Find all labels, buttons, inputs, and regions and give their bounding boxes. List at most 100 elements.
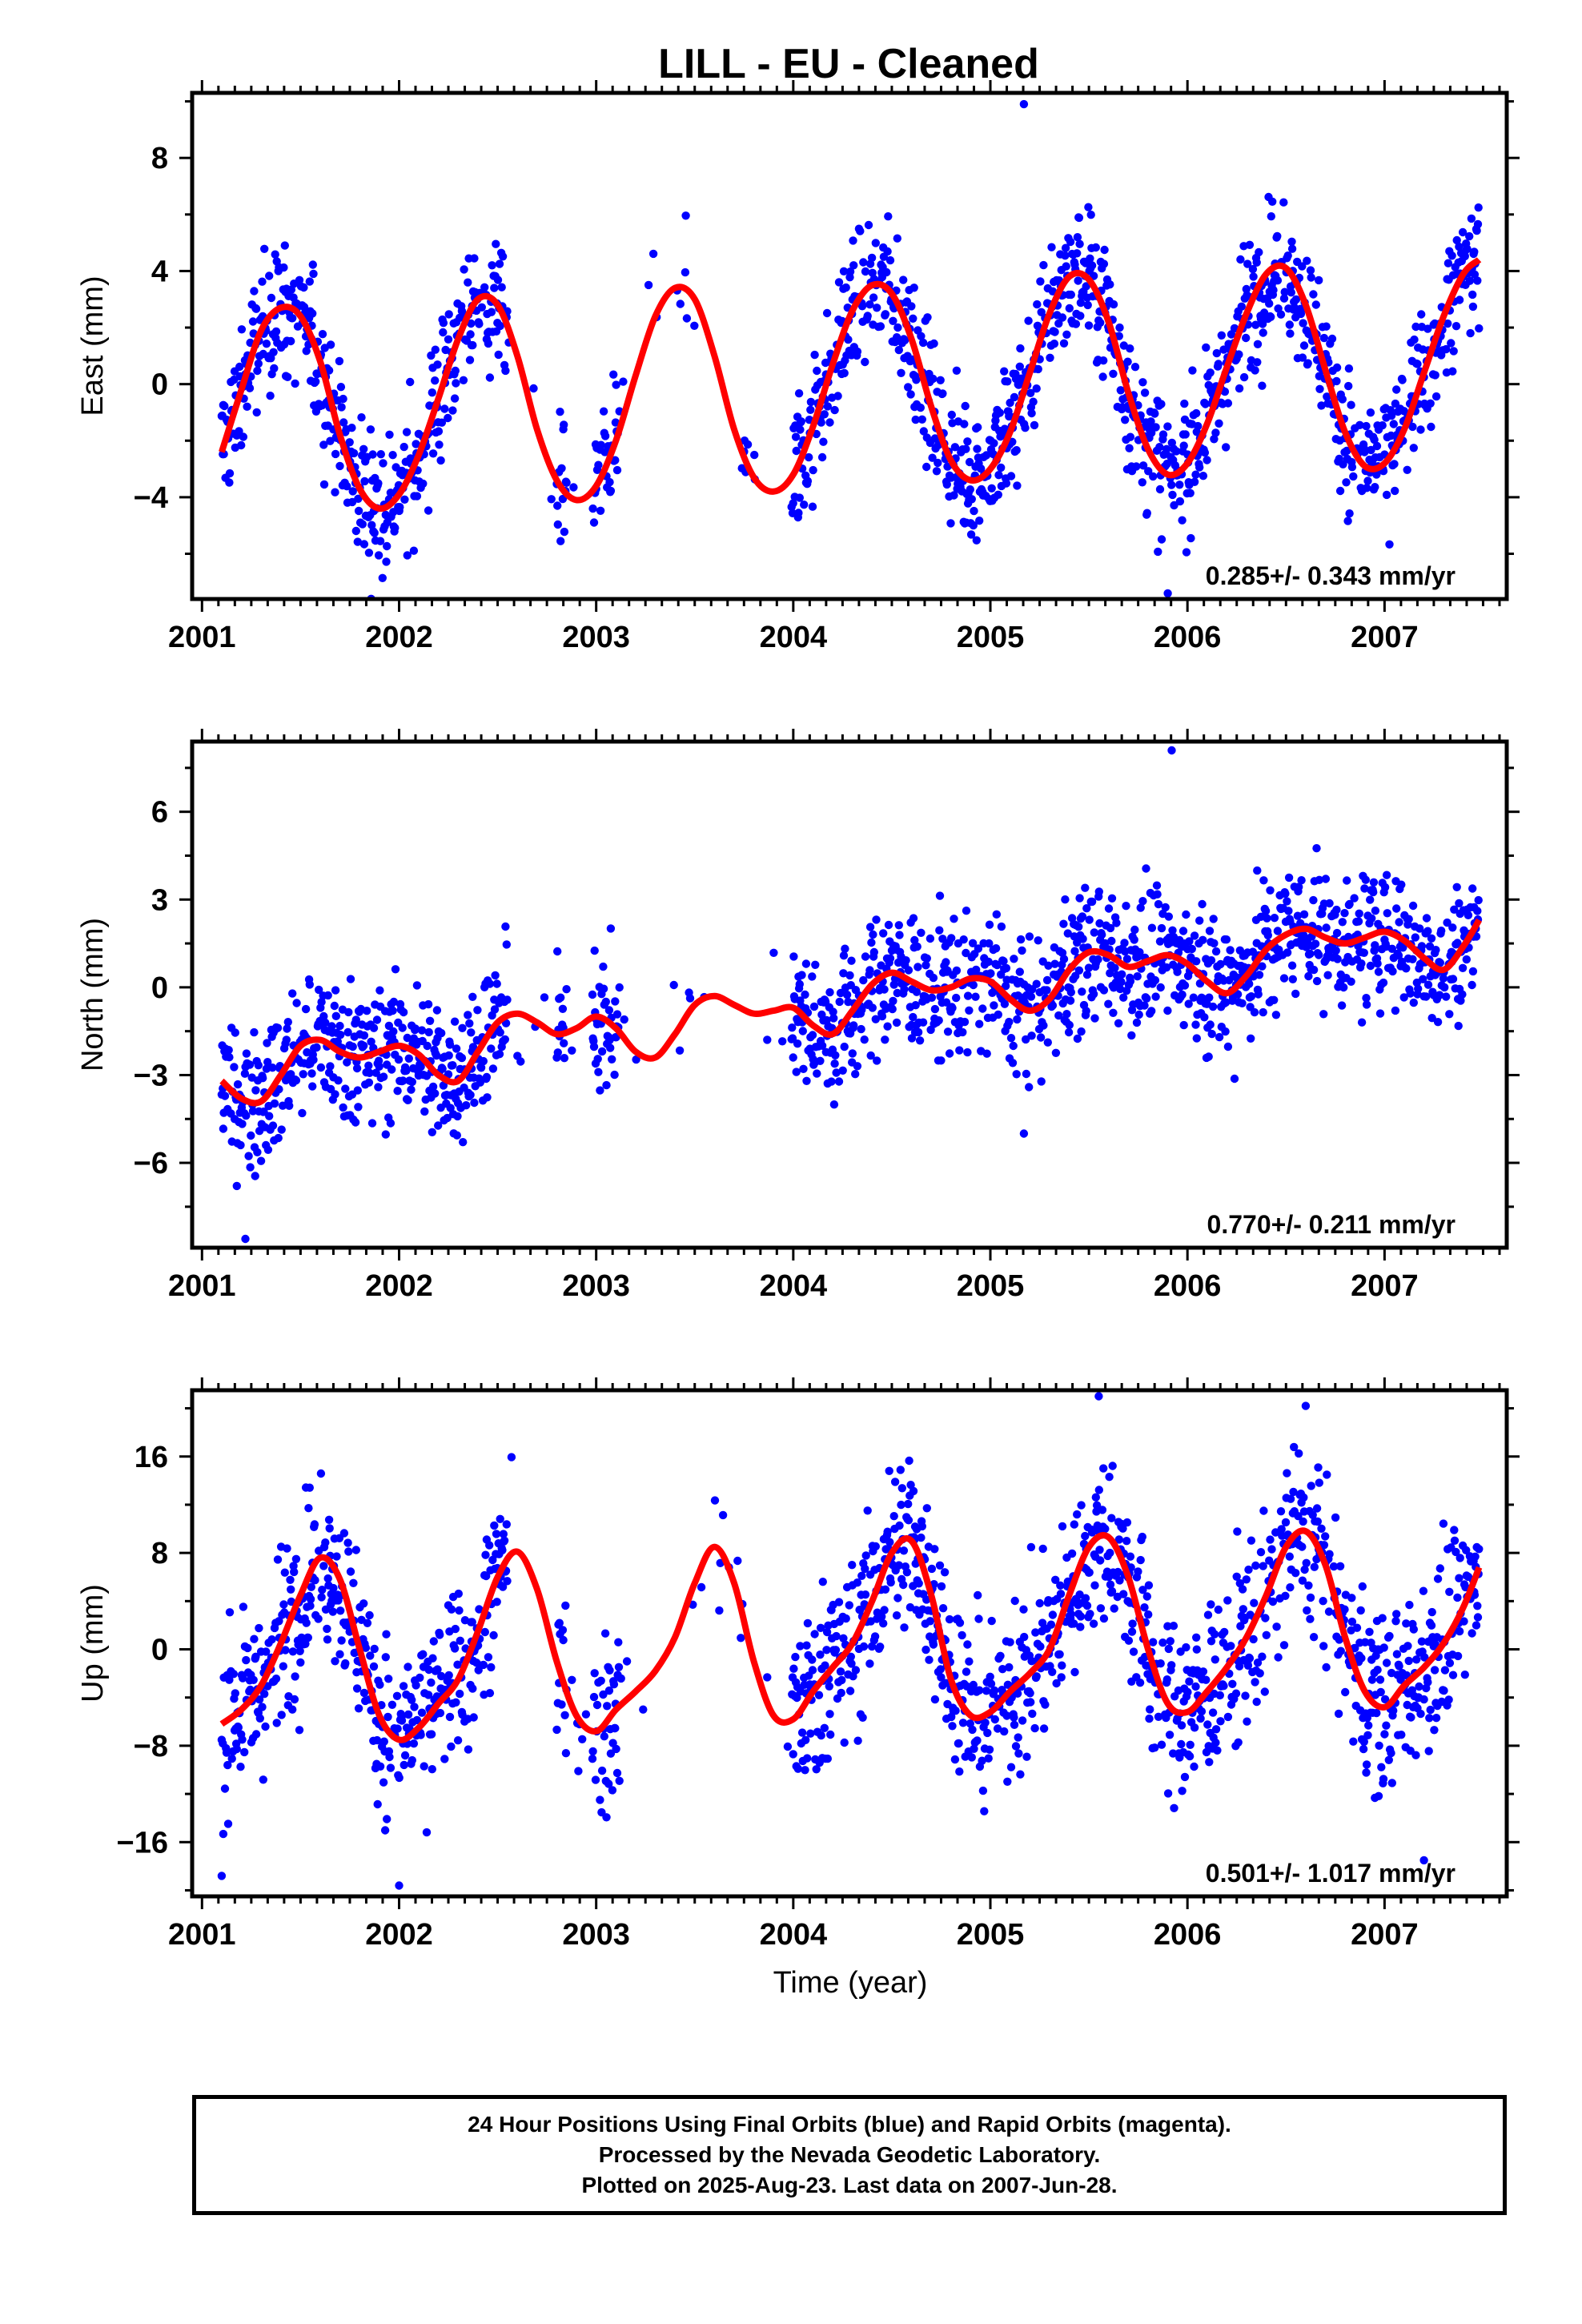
data-point — [909, 283, 918, 292]
data-point — [1000, 367, 1009, 376]
data-point — [1452, 1547, 1460, 1557]
data-point — [899, 275, 908, 284]
data-point — [1407, 1713, 1415, 1722]
data-point — [310, 1520, 319, 1529]
data-point — [1319, 1010, 1328, 1019]
data-point — [1116, 386, 1126, 395]
data-point — [435, 440, 444, 449]
data-point — [387, 1700, 397, 1709]
data-point — [311, 377, 320, 386]
data-point — [825, 1710, 834, 1719]
data-point — [302, 1618, 311, 1627]
data-point — [347, 424, 356, 432]
data-point — [1474, 203, 1483, 212]
data-point — [1237, 302, 1247, 311]
data-point — [1283, 1469, 1291, 1478]
data-point — [1223, 1596, 1232, 1605]
data-point — [1138, 897, 1147, 906]
data-point — [1168, 926, 1177, 935]
data-point — [1266, 886, 1275, 895]
data-point — [1362, 484, 1371, 493]
data-point — [990, 1001, 998, 1010]
data-point — [1443, 918, 1452, 927]
data-point — [1138, 378, 1147, 387]
data-point — [412, 492, 422, 501]
data-point — [352, 1063, 362, 1073]
data-point — [568, 1675, 576, 1684]
data-point — [1150, 1743, 1159, 1752]
data-point — [955, 1767, 964, 1776]
x-tick-label: 2001 — [168, 621, 236, 654]
data-point — [1300, 1565, 1309, 1574]
data-point — [1037, 1077, 1046, 1086]
data-point — [337, 403, 346, 412]
data-point — [353, 537, 362, 546]
data-point — [763, 1673, 772, 1682]
data-point — [596, 506, 605, 515]
data-point — [365, 1068, 374, 1078]
data-point — [998, 1665, 1007, 1674]
data-point — [1465, 276, 1475, 285]
data-point — [375, 986, 384, 995]
data-point — [935, 926, 944, 935]
data-point — [1287, 288, 1296, 297]
data-point — [1455, 899, 1464, 908]
data-point — [1026, 992, 1036, 1001]
data-point — [240, 1069, 250, 1078]
data-point — [1309, 895, 1318, 905]
data-point — [923, 313, 932, 322]
data-point — [1433, 1018, 1443, 1027]
data-point — [1379, 1643, 1388, 1652]
data-point — [485, 1541, 494, 1550]
data-point — [295, 1647, 304, 1655]
data-point — [1299, 319, 1307, 328]
data-point — [917, 332, 926, 340]
data-point — [1357, 1018, 1367, 1027]
data-point — [560, 1054, 569, 1063]
data-point — [899, 1546, 909, 1555]
data-point — [1290, 1442, 1299, 1452]
data-point — [1127, 1627, 1137, 1636]
data-point — [968, 1725, 977, 1735]
data-point — [1397, 880, 1406, 889]
data-point — [834, 278, 844, 287]
data-point — [1132, 1018, 1142, 1027]
data-point — [252, 408, 261, 417]
data-point — [1431, 946, 1440, 955]
data-point — [1044, 961, 1053, 971]
data-point — [1070, 1619, 1078, 1628]
data-point — [406, 377, 415, 387]
data-point — [363, 1007, 371, 1015]
data-point — [1006, 1638, 1014, 1647]
data-point — [1399, 943, 1407, 952]
data-point — [219, 449, 228, 459]
data-point — [296, 1658, 305, 1667]
data-point — [1109, 369, 1118, 378]
data-point — [917, 928, 926, 938]
data-point — [822, 308, 832, 318]
data-point — [1192, 1645, 1202, 1654]
data-point — [1121, 416, 1130, 424]
data-point — [1181, 430, 1190, 439]
data-point — [1253, 340, 1263, 348]
data-point — [1000, 1727, 1009, 1736]
data-point — [1151, 992, 1160, 1001]
data-point — [337, 1636, 346, 1645]
data-point — [892, 333, 901, 342]
data-point — [951, 1707, 960, 1715]
data-point — [490, 283, 499, 292]
data-point — [1158, 1638, 1167, 1647]
data-point — [1284, 907, 1293, 915]
data-point — [285, 1101, 294, 1111]
plot-frame — [190, 1388, 1509, 1899]
data-point — [1179, 1020, 1188, 1030]
data-point — [1095, 1546, 1104, 1554]
data-point — [599, 1690, 608, 1699]
data-point — [1341, 1687, 1350, 1697]
chart-title: LILL - EU - Cleaned — [658, 41, 1039, 87]
data-point — [234, 1723, 243, 1732]
data-point — [1163, 422, 1172, 431]
data-point — [1081, 1531, 1090, 1541]
data-point — [1076, 312, 1085, 320]
data-point — [970, 1744, 978, 1753]
